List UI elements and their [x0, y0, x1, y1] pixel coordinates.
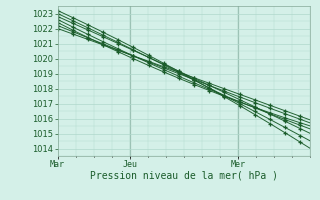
- X-axis label: Pression niveau de la mer( hPa ): Pression niveau de la mer( hPa ): [90, 171, 278, 181]
